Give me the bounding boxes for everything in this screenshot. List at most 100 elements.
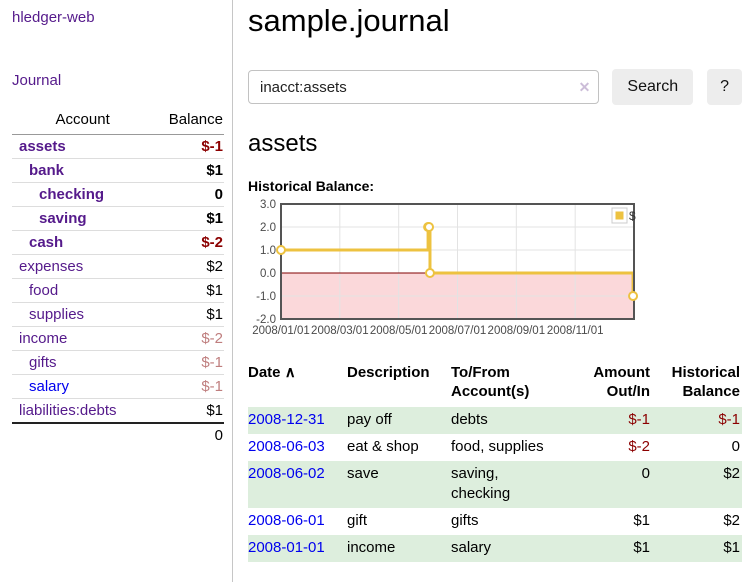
accounts-total-value: 0 (153, 422, 224, 447)
accounts-header-account: Account (12, 108, 154, 135)
sort-asc-icon: ∧ (284, 364, 296, 381)
app-title-link[interactable]: hledger-web (12, 9, 95, 26)
register-accounts: gifts (451, 512, 479, 529)
register-balance: $-1 (718, 411, 740, 428)
register-header-balance: Historical Balance (671, 364, 740, 400)
sidebar-item-journal[interactable]: Journal (12, 72, 62, 89)
accounts-total-row: 0 (12, 422, 224, 447)
account-row: liabilities:debts $1 (12, 398, 224, 423)
svg-text:-2.0: -2.0 (256, 314, 276, 326)
svg-text:2008/01/01: 2008/01/01 (252, 325, 310, 337)
balance-chart: $3.0 2.0 1.0 0.0 -1.0 -2.0 2008/01/01 2008/03/0… (248, 199, 742, 347)
account-link[interactable]: gifts (29, 354, 57, 371)
register-description: gift (347, 512, 368, 529)
account-row: assets $-1 (12, 134, 224, 159)
svg-text:2008/09/01: 2008/09/01 (488, 325, 546, 337)
register-amount: $-2 (628, 438, 650, 455)
search-input[interactable] (248, 70, 600, 104)
register-row: 2008-06-03 eat & shop food, supplies $-2 0 (248, 434, 742, 461)
account-balance: $-1 (153, 134, 224, 159)
help-button[interactable]: ? (707, 69, 742, 105)
account-row: bank $1 (12, 158, 224, 183)
chart-title: Historical Balance: (248, 178, 375, 194)
register-header-description: Description (347, 364, 430, 381)
account-balance: $1 (153, 302, 224, 327)
search-input-wrap: ✕ (248, 70, 600, 104)
account-balance: $2 (153, 254, 224, 279)
svg-text:$: $ (629, 209, 636, 223)
account-row: expenses $2 (12, 254, 224, 279)
register-row: 2008-01-01 income salary $1 $1 (248, 535, 742, 562)
account-link[interactable]: cash (29, 234, 64, 251)
register-table: Date ∧ Description To/From Account(s) Am… (248, 362, 742, 562)
svg-text:2.0: 2.0 (260, 222, 276, 234)
accounts-tbody: assets $-1 bank $1 checking 0 saving $1 cash $-2 e… (12, 134, 224, 423)
search-button[interactable]: Search (612, 69, 694, 105)
register-balance: $1 (723, 539, 740, 556)
register-balance: 0 (731, 438, 740, 455)
account-balance: $-2 (153, 230, 224, 255)
account-row: cash $-2 (12, 230, 224, 255)
register-description: eat & shop (347, 438, 419, 455)
page-title: sample.journal (248, 3, 450, 38)
account-row: salary $-1 (12, 374, 224, 399)
register-accounts: debts (451, 411, 488, 428)
account-link[interactable]: bank (29, 162, 65, 179)
register-accounts: food, supplies (451, 438, 544, 455)
account-link[interactable]: salary (29, 378, 70, 395)
account-row: income $-2 (12, 326, 224, 351)
account-link[interactable]: income (19, 330, 68, 347)
svg-text:2008/05/01: 2008/05/01 (370, 325, 428, 337)
register-amount: $1 (633, 512, 650, 529)
account-link[interactable]: liabilities:debts (19, 402, 117, 419)
register-amount: $-1 (628, 411, 650, 428)
register-row: 2008-12-31 pay off debts $-1 $-1 (248, 407, 742, 434)
account-link[interactable]: saving (39, 210, 87, 227)
register-header-date: Date ∧ (248, 364, 296, 381)
accounts-header-row: Account Balance (12, 108, 224, 135)
register-header-amount: Amount Out/In (593, 364, 650, 400)
register-row: 2008-06-01 gift gifts $1 $2 (248, 508, 742, 535)
account-link[interactable]: expenses (19, 258, 84, 275)
account-link[interactable]: checking (39, 186, 105, 203)
account-balance: $-2 (153, 326, 224, 351)
account-balance: 0 (153, 182, 224, 207)
date-link[interactable]: 2008-06-03 (248, 438, 325, 455)
register-accounts: salary (451, 539, 492, 556)
account-row: supplies $1 (12, 302, 224, 327)
app-title: hledger-web (12, 9, 224, 27)
svg-text:2008/07/01: 2008/07/01 (429, 325, 487, 337)
account-row: checking 0 (12, 182, 224, 207)
register-header-row: Date ∧ Description To/From Account(s) Am… (248, 362, 742, 407)
account-link[interactable]: assets (19, 138, 66, 155)
account-link[interactable]: food (29, 282, 59, 299)
register-header-accounts: To/From Account(s) (451, 364, 530, 400)
register-balance: $2 (723, 465, 740, 482)
account-row: food $1 (12, 278, 224, 303)
account-balance: $1 (153, 206, 224, 231)
svg-text:1.0: 1.0 (260, 245, 276, 257)
clear-search-icon[interactable]: ✕ (578, 79, 591, 95)
register-tbody: 2008-12-31 pay off debts $-1 $-1 2008-06-03 ea… (248, 407, 742, 562)
date-link[interactable]: 2008-12-31 (248, 411, 325, 428)
account-balance: $1 (153, 158, 224, 183)
svg-text:-1.0: -1.0 (256, 291, 276, 303)
date-link[interactable]: 2008-06-02 (248, 465, 325, 482)
register-accounts: saving, checking (451, 465, 511, 502)
account-balance: $1 (153, 398, 224, 423)
account-row: saving $1 (12, 206, 224, 231)
register-description: save (347, 465, 379, 482)
register-amount: 0 (641, 465, 650, 482)
register-balance: $2 (723, 512, 740, 529)
account-link[interactable]: supplies (29, 306, 85, 323)
main-content: sample.journal ✕ Search ? assets Histori… (248, 0, 742, 562)
svg-text:0.0: 0.0 (260, 268, 276, 280)
svg-text:3.0: 3.0 (260, 199, 276, 211)
accounts-header-balance: Balance (153, 108, 224, 135)
date-link[interactable]: 2008-06-01 (248, 512, 325, 529)
account-row: gifts $-1 (12, 350, 224, 375)
svg-text:2008/11/01: 2008/11/01 (547, 325, 604, 337)
account-balance: $-1 (153, 374, 224, 399)
date-link[interactable]: 2008-01-01 (248, 539, 325, 556)
